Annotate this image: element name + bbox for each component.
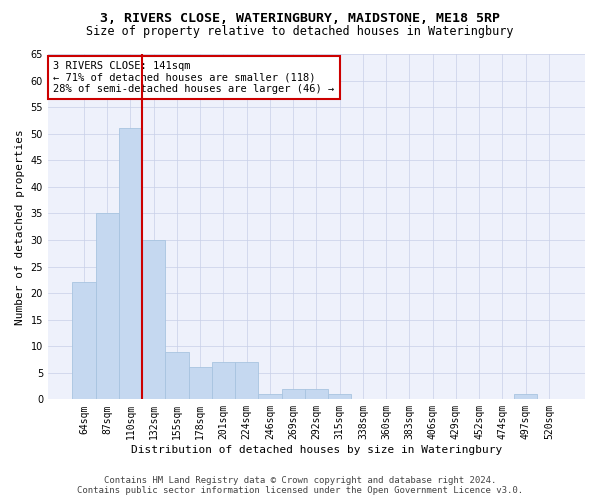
Bar: [514, 394, 538, 400]
Bar: [95, 214, 119, 400]
Bar: [235, 362, 259, 400]
Text: 3, RIVERS CLOSE, WATERINGBURY, MAIDSTONE, ME18 5RP: 3, RIVERS CLOSE, WATERINGBURY, MAIDSTONE…: [100, 12, 500, 26]
Bar: [73, 282, 95, 400]
Bar: [305, 388, 328, 400]
Bar: [281, 388, 305, 400]
Bar: [142, 240, 166, 400]
X-axis label: Distribution of detached houses by size in Wateringbury: Distribution of detached houses by size …: [131, 445, 502, 455]
Y-axis label: Number of detached properties: Number of detached properties: [15, 129, 25, 324]
Text: Size of property relative to detached houses in Wateringbury: Size of property relative to detached ho…: [86, 25, 514, 38]
Bar: [212, 362, 235, 400]
Bar: [259, 394, 281, 400]
Bar: [166, 352, 188, 400]
Bar: [119, 128, 142, 400]
Text: Contains HM Land Registry data © Crown copyright and database right 2024.
Contai: Contains HM Land Registry data © Crown c…: [77, 476, 523, 495]
Text: 3 RIVERS CLOSE: 141sqm
← 71% of detached houses are smaller (118)
28% of semi-de: 3 RIVERS CLOSE: 141sqm ← 71% of detached…: [53, 61, 335, 94]
Bar: [328, 394, 352, 400]
Bar: [188, 368, 212, 400]
